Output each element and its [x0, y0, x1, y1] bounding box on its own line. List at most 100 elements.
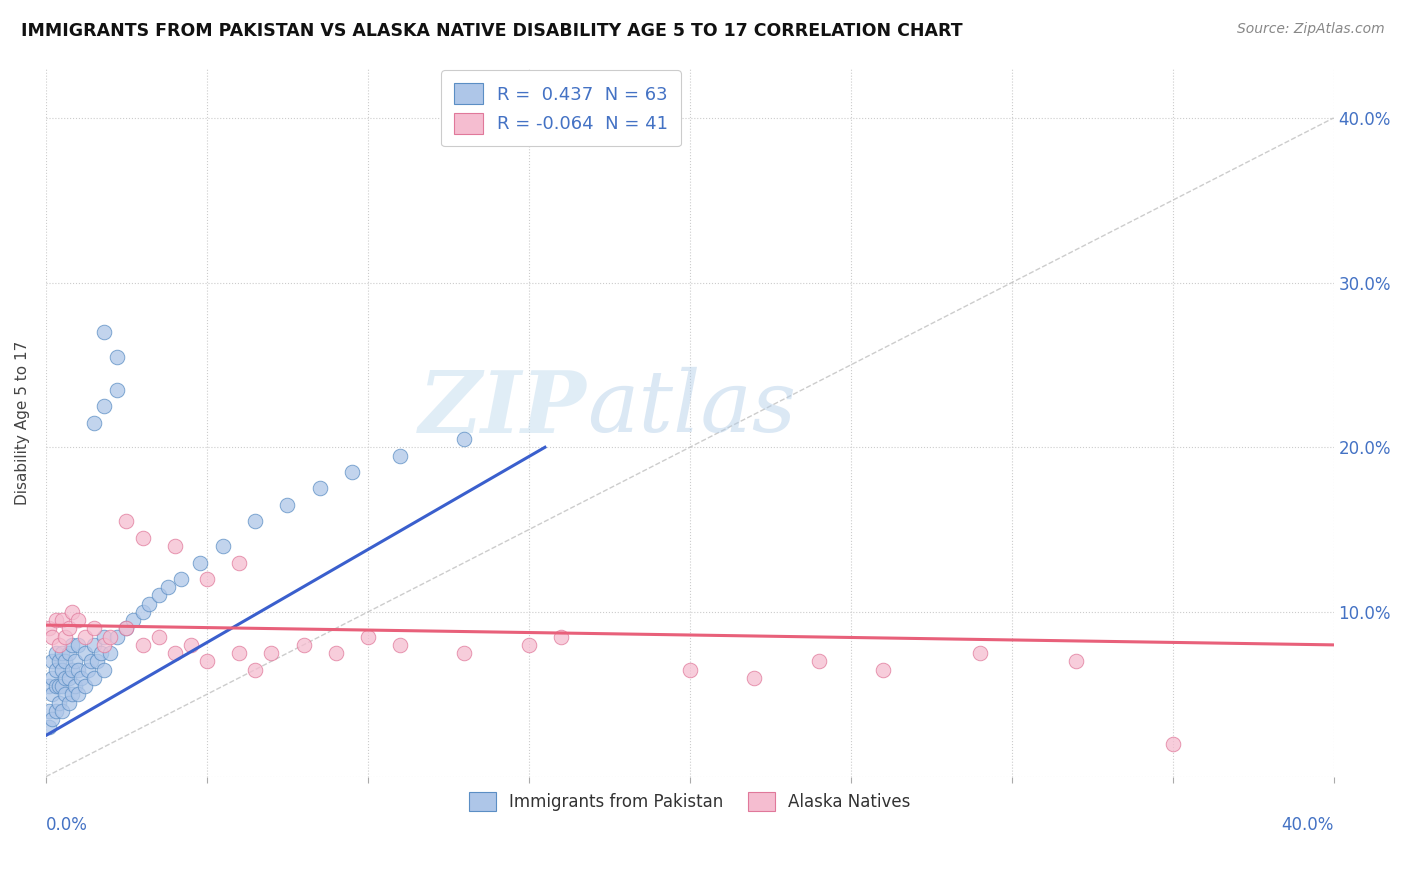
Point: [325, 646, 347, 660]
Point: [38, 720, 60, 734]
Point: [148, 630, 170, 644]
Point: [195, 654, 218, 668]
Point: [105, 350, 128, 364]
Point: [90, 646, 112, 660]
Point: [93, 663, 115, 677]
Point: [807, 654, 830, 668]
Point: [83, 416, 105, 430]
Point: [48, 679, 70, 693]
Point: [138, 597, 160, 611]
Point: [67, 663, 90, 677]
Point: [245, 663, 267, 677]
Point: [163, 539, 186, 553]
Point: [453, 432, 475, 446]
Point: [58, 671, 80, 685]
Point: [115, 622, 138, 636]
Point: [60, 663, 83, 677]
Legend: Immigrants from Pakistan, Alaska Natives: Immigrants from Pakistan, Alaska Natives: [463, 785, 917, 818]
Point: [212, 539, 235, 553]
Point: [517, 638, 540, 652]
Point: [80, 654, 103, 668]
Point: [60, 687, 83, 701]
Point: [679, 663, 702, 677]
Text: 40.0%: 40.0%: [1281, 815, 1334, 833]
Point: [41, 687, 63, 701]
Point: [51, 646, 73, 660]
Point: [45, 704, 67, 718]
Point: [51, 679, 73, 693]
Point: [357, 630, 380, 644]
Point: [131, 531, 153, 545]
Point: [53, 671, 76, 685]
Text: Source: ZipAtlas.com: Source: ZipAtlas.com: [1237, 22, 1385, 37]
Point: [122, 613, 145, 627]
Y-axis label: Disability Age 5 to 17: Disability Age 5 to 17: [15, 341, 30, 505]
Point: [83, 638, 105, 652]
Point: [105, 630, 128, 644]
Point: [63, 654, 86, 668]
Point: [73, 679, 96, 693]
Point: [148, 589, 170, 603]
Point: [340, 465, 363, 479]
Point: [45, 613, 67, 627]
Point: [93, 325, 115, 339]
Point: [58, 696, 80, 710]
Point: [53, 687, 76, 701]
Point: [41, 630, 63, 644]
Point: [276, 498, 298, 512]
Point: [1161, 737, 1184, 751]
Point: [86, 654, 108, 668]
Point: [98, 630, 121, 644]
Point: [190, 556, 212, 570]
Point: [51, 663, 73, 677]
Point: [260, 646, 283, 660]
Point: [60, 605, 83, 619]
Point: [45, 679, 67, 693]
Point: [180, 638, 202, 652]
Point: [38, 679, 60, 693]
Point: [41, 671, 63, 685]
Text: IMMIGRANTS FROM PAKISTAN VS ALASKA NATIVE DISABILITY AGE 5 TO 17 CORRELATION CHA: IMMIGRANTS FROM PAKISTAN VS ALASKA NATIV…: [21, 22, 963, 40]
Point: [58, 622, 80, 636]
Point: [228, 646, 250, 660]
Point: [872, 663, 894, 677]
Point: [453, 646, 475, 660]
Point: [48, 654, 70, 668]
Point: [292, 638, 315, 652]
Point: [76, 663, 98, 677]
Point: [67, 687, 90, 701]
Point: [63, 679, 86, 693]
Point: [131, 605, 153, 619]
Point: [67, 613, 90, 627]
Point: [70, 671, 93, 685]
Point: [742, 671, 765, 685]
Text: ZIP: ZIP: [419, 367, 586, 450]
Point: [48, 696, 70, 710]
Point: [73, 630, 96, 644]
Point: [48, 638, 70, 652]
Point: [53, 630, 76, 644]
Point: [98, 646, 121, 660]
Point: [41, 654, 63, 668]
Point: [115, 622, 138, 636]
Point: [83, 622, 105, 636]
Point: [308, 482, 330, 496]
Point: [105, 383, 128, 397]
Point: [969, 646, 991, 660]
Point: [245, 515, 267, 529]
Point: [38, 622, 60, 636]
Point: [51, 613, 73, 627]
Text: atlas: atlas: [586, 368, 796, 450]
Point: [45, 663, 67, 677]
Point: [1064, 654, 1087, 668]
Point: [195, 572, 218, 586]
Point: [115, 515, 138, 529]
Point: [228, 556, 250, 570]
Point: [550, 630, 572, 644]
Point: [51, 704, 73, 718]
Point: [93, 630, 115, 644]
Point: [38, 704, 60, 718]
Text: 0.0%: 0.0%: [46, 815, 87, 833]
Point: [58, 646, 80, 660]
Point: [131, 638, 153, 652]
